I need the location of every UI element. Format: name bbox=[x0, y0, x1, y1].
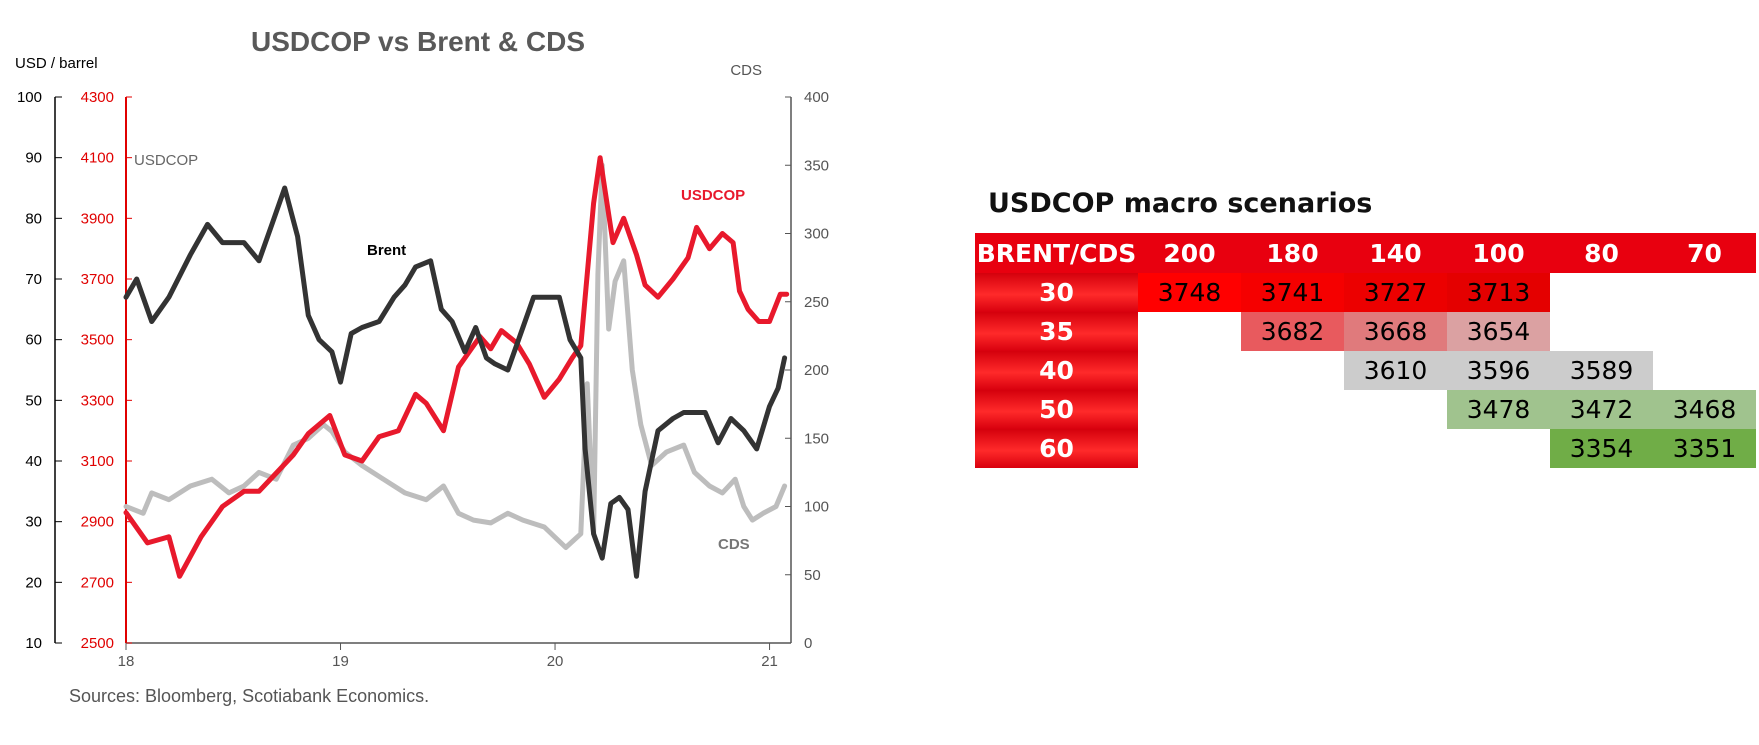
column-header: 140 bbox=[1344, 233, 1447, 273]
scenarios-title: USDCOP macro scenarios bbox=[988, 188, 1373, 219]
row-header: 50 bbox=[975, 390, 1138, 429]
table-cell: 3589 bbox=[1550, 351, 1653, 390]
table-cell: 3741 bbox=[1241, 273, 1344, 312]
table-cell: 3354 bbox=[1550, 429, 1653, 468]
table-row: 50 3478 3472 3468 bbox=[975, 390, 1756, 429]
left-outer-tick-label: 70 bbox=[25, 271, 42, 288]
scenarios-table: BRENT/CDS 200 180 140 100 80 70 30 3748 3741 372… bbox=[975, 233, 1756, 468]
row-header: 30 bbox=[975, 273, 1138, 312]
usdcop-left-label: USDCOP bbox=[134, 152, 198, 169]
left-inner-tick-label: 3300 bbox=[81, 392, 114, 409]
right-tick-label: 250 bbox=[804, 294, 829, 311]
table-row: 35 3682 3668 3654 bbox=[975, 312, 1756, 351]
table-cell: 3682 bbox=[1241, 312, 1344, 351]
left-inner-tick-label: 4100 bbox=[81, 150, 114, 167]
source-note: Sources: Bloomberg, Scotiabank Economics… bbox=[69, 686, 430, 706]
table-cell: 3713 bbox=[1447, 273, 1550, 312]
table-cell bbox=[1138, 390, 1241, 429]
right-tick-label: 150 bbox=[804, 430, 829, 447]
table-row: 30 3748 3741 3727 3713 bbox=[975, 273, 1756, 312]
column-header: 70 bbox=[1653, 233, 1756, 273]
left-inner-tick-label: 4300 bbox=[81, 89, 114, 106]
series-lines bbox=[123, 155, 790, 579]
table-cell bbox=[1653, 312, 1756, 351]
table-cell bbox=[1447, 429, 1550, 468]
scenarios-header-row: BRENT/CDS 200 180 140 100 80 70 bbox=[975, 233, 1756, 273]
table-cell bbox=[1653, 351, 1756, 390]
left-outer-tick-label: 90 bbox=[25, 150, 42, 167]
table-cell: 3468 bbox=[1653, 390, 1756, 429]
x-tick-label: 21 bbox=[761, 653, 778, 670]
table-cell: 3596 bbox=[1447, 351, 1550, 390]
table-cell: 3351 bbox=[1653, 429, 1756, 468]
row-header: 60 bbox=[975, 429, 1138, 468]
table-cell bbox=[1138, 351, 1241, 390]
left-inner-tick-label: 2500 bbox=[81, 635, 114, 652]
table-cell bbox=[1138, 312, 1241, 351]
left-inner-tick-label: 3900 bbox=[81, 210, 114, 227]
left-outer-tick-label: 10 bbox=[25, 635, 42, 652]
table-cell bbox=[1241, 429, 1344, 468]
table-row: 40 3610 3596 3589 bbox=[975, 351, 1756, 390]
table-cell bbox=[1241, 390, 1344, 429]
table-cell: 3610 bbox=[1344, 351, 1447, 390]
column-header: 180 bbox=[1241, 233, 1344, 273]
left-outer-tick-label: 100 bbox=[17, 89, 42, 106]
left-outer-tick-label: 50 bbox=[25, 392, 42, 409]
table-cell bbox=[1550, 312, 1653, 351]
x-tick-label: 18 bbox=[118, 653, 135, 670]
left-outer-tick-label: 20 bbox=[25, 574, 42, 591]
right-axis-label: CDS bbox=[730, 62, 762, 79]
brent-series-label: Brent bbox=[367, 242, 406, 259]
column-header: 100 bbox=[1447, 233, 1550, 273]
table-cell bbox=[1653, 273, 1756, 312]
series-brent-line bbox=[123, 185, 788, 579]
column-header: 80 bbox=[1550, 233, 1653, 273]
left-inner-tick-label: 3100 bbox=[81, 453, 114, 470]
left-inner-tick-label: 2900 bbox=[81, 514, 114, 531]
left-inner-tick-label: 3700 bbox=[81, 271, 114, 288]
left-inner-tick-label: 3500 bbox=[81, 332, 114, 349]
series-cds-line bbox=[123, 162, 788, 550]
table-cell: 3727 bbox=[1344, 273, 1447, 312]
left-outer-tick-label: 80 bbox=[25, 210, 42, 227]
cds-series-label: CDS bbox=[718, 536, 750, 553]
left-outer-tick-label: 40 bbox=[25, 453, 42, 470]
row-header: 40 bbox=[975, 351, 1138, 390]
left-outer-tick-label: 30 bbox=[25, 514, 42, 531]
left-axis-label: USD / barrel bbox=[15, 55, 98, 72]
table-cell bbox=[1241, 351, 1344, 390]
right-tick-label: 0 bbox=[804, 635, 812, 652]
table-row: 60 3354 3351 bbox=[975, 429, 1756, 468]
corner-header: BRENT/CDS bbox=[975, 233, 1138, 273]
left-inner-tick-label: 2700 bbox=[81, 574, 114, 591]
right-tick-label: 300 bbox=[804, 226, 829, 243]
table-cell bbox=[1344, 429, 1447, 468]
right-tick-label: 200 bbox=[804, 362, 829, 379]
left-outer-tick-label: 60 bbox=[25, 332, 42, 349]
table-cell: 3654 bbox=[1447, 312, 1550, 351]
x-tick-label: 19 bbox=[332, 653, 349, 670]
column-header: 200 bbox=[1138, 233, 1241, 273]
table-cell bbox=[1550, 273, 1653, 312]
table-cell bbox=[1344, 390, 1447, 429]
axes: 100 90 80 70 60 50 40 30 20 10 4300 4100 3900 3700 350… bbox=[17, 89, 829, 670]
usdcop-series-label: USDCOP bbox=[681, 187, 745, 204]
table-cell: 3472 bbox=[1550, 390, 1653, 429]
chart: USDCOP vs Brent & CDS USD / barrel CDS 1… bbox=[15, 26, 829, 670]
right-tick-label: 400 bbox=[804, 89, 829, 106]
x-tick-label: 20 bbox=[547, 653, 564, 670]
right-tick-label: 50 bbox=[804, 567, 821, 584]
table-cell bbox=[1138, 429, 1241, 468]
chart-title: USDCOP vs Brent & CDS bbox=[251, 26, 585, 57]
series-usdcop-line bbox=[123, 155, 790, 579]
right-tick-label: 350 bbox=[804, 157, 829, 174]
right-tick-label: 100 bbox=[804, 499, 829, 516]
row-header: 35 bbox=[975, 312, 1138, 351]
table-cell: 3478 bbox=[1447, 390, 1550, 429]
table-cell: 3668 bbox=[1344, 312, 1447, 351]
table-cell: 3748 bbox=[1138, 273, 1241, 312]
